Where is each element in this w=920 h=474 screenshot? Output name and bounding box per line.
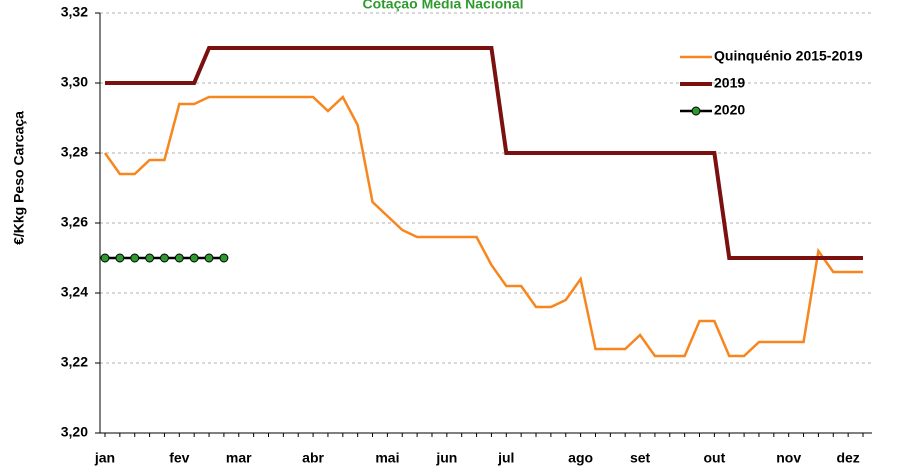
x-tick-label: nov	[776, 450, 801, 466]
series-marker	[174, 253, 184, 263]
y-axis-label: €/Kkg Peso Carcaça	[11, 111, 27, 245]
y-tick-label: 3,28	[61, 144, 88, 160]
series-marker	[100, 253, 110, 263]
x-tick-label: jul	[497, 450, 514, 466]
y-tick-label: 3,32	[61, 4, 88, 20]
legend-label: Quinquénio 2015-2019	[714, 48, 863, 64]
series-marker	[145, 253, 155, 263]
x-tick-label: abr	[302, 450, 324, 466]
legend-label: 2019	[714, 75, 745, 91]
chart-title: Cotação Média Nacional	[362, 0, 523, 12]
series-marker	[189, 253, 199, 263]
series-marker	[219, 253, 229, 263]
legend-marker	[691, 106, 701, 116]
y-tick-label: 3,26	[61, 214, 88, 230]
legend-label: 2020	[714, 102, 745, 118]
x-tick-label: mar	[226, 450, 252, 466]
x-tick-label: fev	[169, 450, 189, 466]
y-tick-label: 3,22	[61, 354, 88, 370]
y-tick-label: 3,24	[61, 284, 88, 300]
y-tick-label: 3,30	[61, 74, 88, 90]
series-marker	[130, 253, 140, 263]
series-marker	[115, 253, 125, 263]
series-marker	[204, 253, 214, 263]
y-tick-label: 3,20	[61, 424, 88, 440]
x-tick-label: mai	[375, 450, 399, 466]
x-tick-label: dez	[836, 450, 859, 466]
series-line	[105, 46, 863, 260]
x-tick-label: set	[630, 450, 651, 466]
x-tick-label: out	[703, 450, 725, 466]
x-tick-label: jun	[435, 450, 457, 466]
x-tick-label: jan	[94, 450, 115, 466]
series-marker	[159, 253, 169, 263]
x-tick-label: ago	[568, 450, 593, 466]
series-line	[103, 94, 863, 358]
